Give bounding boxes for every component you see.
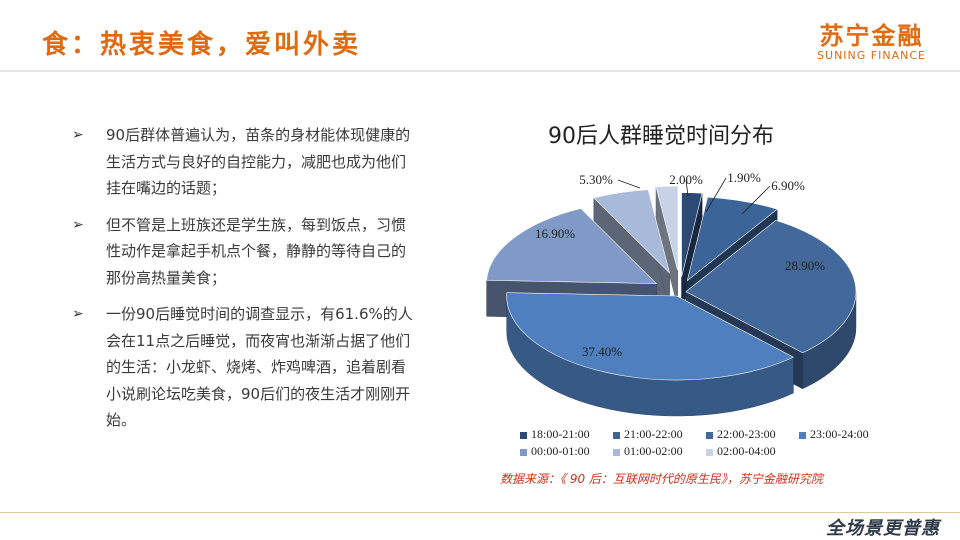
- data-label: 5.30%: [579, 172, 613, 187]
- data-label: 16.90%: [535, 226, 575, 241]
- data-label: 1.90%: [727, 170, 761, 185]
- data-label: 37.40%: [582, 344, 622, 359]
- pie-slice-22:00-23:00: [685, 220, 857, 354]
- arrow-bullet-icon: ➢: [72, 127, 84, 143]
- leader-line: [741, 185, 771, 215]
- legend-item: 02:00-04:00: [706, 444, 799, 461]
- header-divider: [0, 70, 960, 72]
- legend-item: 21:00-22:00: [613, 427, 706, 444]
- bullet-item: ➢ 但不管是上班族还是学生族，每到饭点，习惯性动作是拿起手机点个餐，静静的等待自…: [72, 212, 417, 292]
- pie-slice-02:00-04:00: [655, 185, 678, 271]
- legend-label: 22:00-23:00: [717, 427, 776, 441]
- legend-item: 22:00-23:00: [706, 427, 799, 444]
- pie-slice-00:00-01:00: [486, 208, 658, 284]
- legend-item: 18:00-21:00: [520, 427, 613, 444]
- data-label: 28.90%: [785, 258, 825, 273]
- data-source-note: 数据来源：《 90 后：互联网时代的原生民》，苏宁金融研究院: [500, 472, 823, 486]
- page-title: 食：热衷美食，爱叫外卖: [42, 30, 362, 60]
- legend-swatch: [613, 448, 620, 456]
- arrow-bullet-icon: ➢: [72, 216, 84, 233]
- legend-item: 23:00-24:00: [799, 427, 892, 444]
- legend-item: 01:00-02:00: [613, 444, 706, 461]
- legend-label: 01:00-02:00: [624, 444, 683, 458]
- logo-cn-text: 苏宁金融: [819, 22, 924, 50]
- legend-label: 00:00-01:00: [531, 444, 590, 458]
- legend-swatch: [520, 431, 527, 439]
- arrow-bullet-icon: ➢: [72, 306, 84, 322]
- logo-en-text: SUNING FINANCE: [817, 49, 926, 62]
- pie-slice-01:00-02:00: [593, 189, 671, 275]
- bullet-list: ➢ 90后群体普遍认为，苗条的身材能体现健康的生活方式与良好的自控能力，减肥也成…: [72, 122, 417, 444]
- chart-legend: 18:00-21:00 21:00-22:00 22:00-23:00 23:00-2…: [520, 427, 900, 461]
- legend-swatch: [613, 431, 620, 439]
- legend-swatch: [520, 448, 527, 456]
- legend-label: 21:00-22:00: [624, 427, 683, 441]
- legend-swatch: [706, 431, 713, 439]
- data-label: 2.00%: [669, 172, 703, 187]
- footer-slogan: 全场景更普惠: [826, 518, 940, 539]
- data-label: 6.90%: [771, 178, 805, 193]
- legend-item: 00:00-01:00: [520, 444, 613, 461]
- leader-line: [617, 179, 641, 189]
- legend-label: 23:00-24:00: [810, 427, 869, 441]
- bullet-item: ➢ 90后群体普遍认为，苗条的身材能体现健康的生活方式与良好的自控能力，减肥也成…: [72, 122, 417, 202]
- bullet-text: 90后群体普遍认为，苗条的身材能体现健康的生活方式与良好的自控能力，减肥也成为他…: [106, 126, 411, 197]
- legend-swatch: [706, 448, 713, 456]
- pie-slice-18:00-21:00: [681, 192, 703, 277]
- pie-slice-23:00-24:00: [506, 292, 795, 381]
- pie-slice-21:00-22:00: [686, 196, 778, 282]
- bullet-text: 一份90后睡觉时间的调查显示，有61.6%的人会在11点之后睡觉，而夜宵也渐渐占…: [106, 305, 413, 429]
- leader-line: [685, 179, 689, 197]
- legend-swatch: [799, 431, 806, 439]
- legend-label: 02:00-04:00: [717, 444, 776, 458]
- legend-label: 18:00-21:00: [531, 427, 590, 441]
- footer-divider: [0, 512, 960, 513]
- bullet-text: 但不管是上班族还是学生族，每到饭点，习惯性动作是拿起手机点个餐，静静的等待自己的…: [106, 215, 407, 287]
- suning-finance-logo: 苏宁金融 SUNING FINANCE: [817, 16, 926, 62]
- chart-title: 90后人群睡觉时间分布: [548, 124, 774, 149]
- bullet-item: ➢ 一份90后睡觉时间的调查显示，有61.6%的人会在11点之后睡觉，而夜宵也渐…: [72, 301, 417, 434]
- leader-line: [705, 177, 727, 213]
